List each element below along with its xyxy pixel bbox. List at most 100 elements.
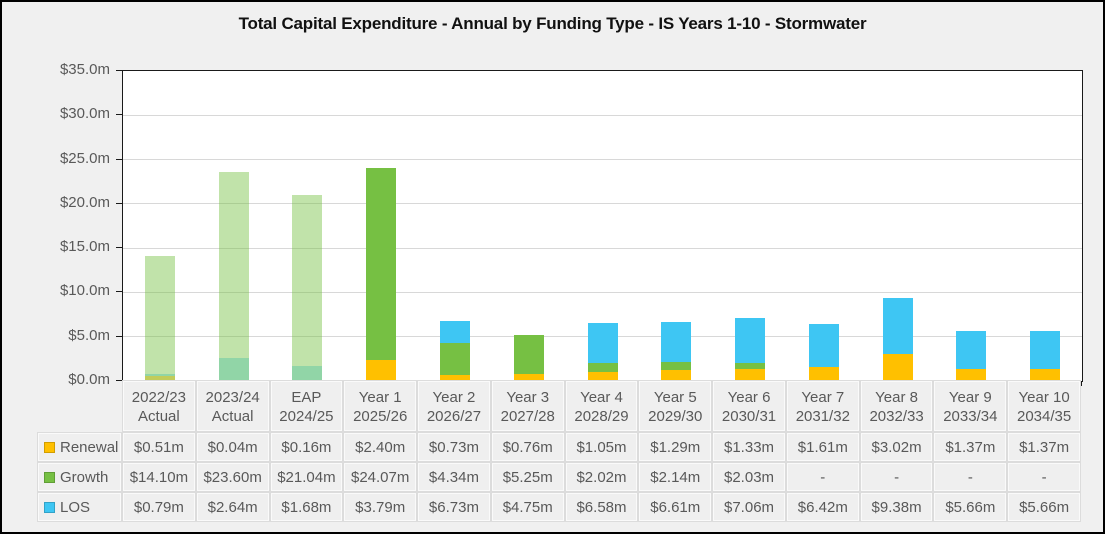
table-value-cell: $0.79m xyxy=(122,492,196,522)
table-value-cell: $5.25m xyxy=(490,462,565,492)
category-header-cell: 2022/23 Actual xyxy=(122,380,196,432)
bar-segment-los xyxy=(144,374,175,381)
table-value-cell: $1.33m xyxy=(712,432,786,462)
table-value-cell: $1.37m xyxy=(933,432,1008,462)
bar-segment-renewal xyxy=(956,368,987,381)
y-axis-label: $0.0m xyxy=(68,371,110,388)
table-value-cell: $6.58m xyxy=(564,492,639,522)
category-header-cell: Year 4 2028/29 xyxy=(564,380,639,432)
category-header-line: 2028/29 xyxy=(574,408,629,425)
table-value-cell: $4.75m xyxy=(490,492,565,522)
category-header-line: Actual xyxy=(138,408,180,425)
table-value-cell: $23.60m xyxy=(195,462,270,492)
category-header-line: Year 6 xyxy=(727,389,771,406)
category-header-line: Year 8 xyxy=(875,389,918,406)
category-header-line: Year 7 xyxy=(801,389,845,406)
bar-segment-renewal xyxy=(1030,368,1061,381)
bar-segment-growth xyxy=(513,334,544,381)
table-value-cell: $4.34m xyxy=(417,462,491,492)
y-axis-label: $10.0m xyxy=(59,282,110,300)
table-value-cell: $5.66m xyxy=(933,492,1008,522)
bar-segment-renewal xyxy=(366,359,397,381)
category-header-cell: Year 10 2034/35 xyxy=(1007,380,1081,432)
table-value-cell: - xyxy=(1007,462,1081,492)
table-value-cell: $2.14m xyxy=(638,462,713,492)
y-axis-label: $30.0m xyxy=(59,105,110,123)
category-header-line: 2025/26 xyxy=(353,408,408,425)
table-value-cell: $2.40m xyxy=(343,432,418,462)
table-value-cell: $0.04m xyxy=(195,432,270,462)
category-header-cell: 2023/24 Actual xyxy=(195,380,270,432)
bar-segment-renewal xyxy=(439,374,470,381)
category-header-line: EAP xyxy=(291,389,322,406)
bar-segment-renewal xyxy=(735,369,766,381)
table-value-cell: $1.29m xyxy=(638,432,713,462)
category-header-line: 2032/33 xyxy=(869,408,924,425)
table-value-cell: $6.61m xyxy=(638,492,713,522)
category-header-line: 2022/23 xyxy=(131,389,186,406)
y-axis-tick xyxy=(116,380,122,381)
legend-label: LOS xyxy=(60,498,91,516)
category-header-cell: Year 9 2033/34 xyxy=(933,380,1008,432)
table-value-cell: - xyxy=(933,462,1008,492)
category-header-line: Year 10 xyxy=(1018,389,1070,406)
category-header-line: 2030/31 xyxy=(721,408,777,425)
x-axis-tick xyxy=(1081,381,1082,386)
category-header-line: 2033/34 xyxy=(943,408,998,425)
table-value-cell: $1.37m xyxy=(1007,432,1081,462)
y-axis-tick xyxy=(116,114,122,116)
category-header-cell: Year 6 2030/31 xyxy=(712,380,786,432)
category-header-line: 2031/32 xyxy=(795,408,850,425)
table-value-cell: $21.04m xyxy=(269,462,344,492)
bar-segment-renewal xyxy=(513,374,544,381)
y-axis-tick xyxy=(116,158,122,160)
bar-segment-renewal xyxy=(808,366,839,381)
category-header-cell: Year 8 2032/33 xyxy=(859,380,934,432)
table-value-cell: - xyxy=(785,462,860,492)
table-value-cell: $24.07m xyxy=(343,462,418,492)
table-value-cell: $9.38m xyxy=(859,492,934,522)
table-value-cell: $5.66m xyxy=(1007,492,1081,522)
legend-key-renewal: Renewal xyxy=(37,432,122,462)
bar-segment-los xyxy=(218,357,249,381)
plot-area xyxy=(122,70,1083,382)
category-header-line: 2023/24 xyxy=(205,389,260,406)
bar-segment-growth xyxy=(366,167,397,381)
y-axis-tick xyxy=(116,70,122,71)
legend-swatch-renewal-icon xyxy=(44,441,55,453)
category-header-line: Year 2 xyxy=(432,389,476,406)
gridline xyxy=(123,203,1082,205)
category-header-cell: Year 2 2026/27 xyxy=(417,380,491,432)
bar-segment-growth xyxy=(218,171,249,381)
legend-label: Renewal xyxy=(60,438,119,456)
y-axis-label: $25.0m xyxy=(59,149,110,167)
table-value-cell: $6.42m xyxy=(785,492,860,522)
table-value-cell: $0.51m xyxy=(122,432,196,462)
table-value-cell: $3.79m xyxy=(343,492,418,522)
category-header-line: 2024/25 xyxy=(279,408,334,425)
table-value-cell: $6.73m xyxy=(417,492,491,522)
bar-segment-renewal xyxy=(587,371,618,381)
category-header-line: 2034/35 xyxy=(1016,408,1072,425)
legend-key-los: LOS xyxy=(37,492,122,522)
chart-title: Total Capital Expenditure - Annual by Fu… xyxy=(238,14,867,33)
table-value-cell: $0.76m xyxy=(490,432,565,462)
legend-swatch-growth-icon xyxy=(44,471,55,483)
y-axis-tick xyxy=(116,335,122,337)
y-axis-tick xyxy=(116,291,122,293)
legend-key-growth: Growth xyxy=(37,462,122,492)
category-header-line: Actual xyxy=(211,408,254,425)
bar-segment-los xyxy=(292,366,323,381)
category-header-line: Year 5 xyxy=(653,389,697,406)
y-axis-tick xyxy=(116,202,122,204)
category-header-cell: EAP 2024/25 xyxy=(269,380,344,432)
table-value-cell: $2.02m xyxy=(564,462,639,492)
table-value-cell: $2.64m xyxy=(195,492,270,522)
y-axis-tick xyxy=(116,247,122,249)
category-header-line: 2029/30 xyxy=(648,408,703,425)
category-header-cell: Year 7 2031/32 xyxy=(785,380,860,432)
table-value-cell: $2.03m xyxy=(712,462,786,492)
y-axis-label: $20.0m xyxy=(59,193,110,211)
gridline xyxy=(123,291,1082,293)
